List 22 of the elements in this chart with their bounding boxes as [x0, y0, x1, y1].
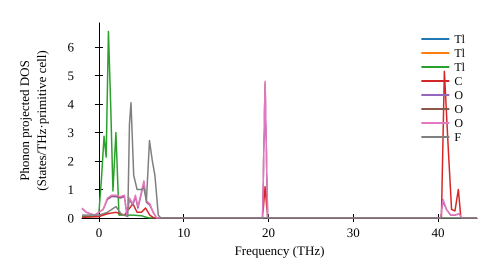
legend-label: F [454, 130, 462, 144]
y-tick-label: 4 [68, 96, 74, 112]
legend-label: Tl [454, 46, 466, 60]
legend-label: Tl [454, 32, 466, 46]
legend-label: C [454, 74, 462, 88]
y-axis-title: Phonon projected DOS (States/THz·primitive cell) [17, 50, 49, 191]
legend-label: O [454, 116, 464, 130]
legend-label: O [454, 102, 464, 116]
x-tick-label: 10 [177, 225, 190, 240]
y-tick-label: 0 [68, 210, 74, 226]
legend-label: Tl [454, 60, 466, 74]
x-axis-title: Frequency (THz) [234, 243, 324, 258]
x-tick-label: 30 [346, 225, 360, 240]
x-tick-label: 0 [96, 225, 102, 240]
legend-label: O [454, 88, 464, 102]
y-tick-label: 5 [68, 68, 74, 84]
y-tick-label: 3 [68, 125, 74, 140]
y-tick-label: 1 [68, 182, 74, 198]
x-tick-label: 40 [432, 225, 445, 240]
y-tick-label: 2 [68, 154, 74, 169]
y-tick-label: 6 [68, 40, 74, 55]
x-tick-label: 20 [262, 225, 275, 240]
